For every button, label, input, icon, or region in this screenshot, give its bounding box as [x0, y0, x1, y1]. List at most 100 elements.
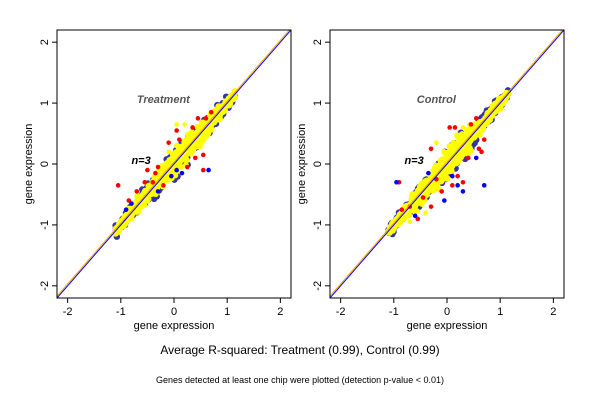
- y-tick-label: 2: [39, 39, 51, 45]
- cloud-point: [411, 191, 418, 198]
- x-tick-label: -2: [63, 306, 73, 318]
- yellow-point: [460, 125, 466, 130]
- blue-point: [450, 173, 455, 179]
- cloud-point: [132, 206, 139, 213]
- red-point: [468, 122, 474, 127]
- cloud-point: [418, 200, 425, 207]
- cloud-point: [164, 161, 171, 168]
- red-point: [142, 179, 148, 185]
- blue-point: [123, 207, 129, 212]
- cloud-point: [413, 208, 420, 215]
- red-point: [126, 198, 132, 203]
- y-axis-label: gene expression: [23, 124, 35, 205]
- x-axis-label: gene expression: [134, 320, 215, 332]
- x-tick-label: 2: [550, 306, 556, 318]
- cloud-point: [157, 170, 164, 177]
- red-point: [439, 189, 444, 194]
- cloud-point: [424, 186, 431, 193]
- blue-point: [206, 167, 211, 173]
- cloud-point: [447, 167, 454, 174]
- yellow-point: [407, 219, 413, 225]
- red-point: [155, 164, 161, 170]
- red-point: [455, 173, 460, 179]
- cloud-point: [385, 229, 392, 236]
- scatter-panel-1: -2 -1 0 1 2 -2 -1 0 1 2 gene expression gene expres…: [23, 29, 292, 332]
- red-point: [460, 179, 466, 185]
- sample-count: n=3: [404, 155, 423, 167]
- red-point: [190, 125, 195, 130]
- red-point: [428, 146, 434, 152]
- cloud-point: [449, 162, 456, 169]
- cloud-point: [463, 143, 470, 150]
- cloud-point: [463, 127, 470, 134]
- y-tick-label: -2: [39, 281, 51, 291]
- x-axis-label: gene expression: [407, 320, 488, 332]
- blue-point: [455, 183, 460, 188]
- cloud-point: [188, 150, 195, 157]
- panel-title: Treatment: [137, 94, 191, 106]
- red-point: [161, 183, 166, 188]
- x-tick-label: 0: [444, 306, 450, 318]
- blue-point: [155, 189, 161, 194]
- red-point: [150, 179, 156, 185]
- blue-point: [179, 170, 185, 176]
- red-point: [174, 128, 179, 133]
- cloud-point: [186, 131, 193, 138]
- blue-point: [394, 179, 399, 185]
- cloud-point: [476, 131, 483, 138]
- red-point: [452, 125, 458, 130]
- red-point: [115, 183, 121, 188]
- y-tick-label: 0: [39, 161, 51, 167]
- blue-point: [174, 167, 179, 173]
- red-point: [447, 125, 452, 130]
- x-tick-label: -2: [336, 306, 346, 318]
- red-point: [166, 140, 171, 145]
- cloud-point: [443, 153, 450, 160]
- red-point: [428, 204, 434, 209]
- detection-note: Genes detected at least one chip were pl…: [156, 375, 444, 385]
- x-tick-label: 1: [224, 306, 230, 318]
- cloud-point: [144, 195, 151, 202]
- scatter-panel-2: -2 -1 0 1 2 -2 -1 0 1 2 gene expression gene expres…: [296, 29, 565, 332]
- red-point: [203, 116, 209, 121]
- identity-line: [57, 30, 291, 298]
- cloud-point: [159, 162, 166, 169]
- y-tick-label: 1: [39, 100, 51, 106]
- blue-point: [481, 183, 487, 188]
- cloud-point: [459, 134, 466, 141]
- red-point: [200, 152, 206, 158]
- y-tick-label: 2: [312, 39, 324, 45]
- blue-point: [169, 173, 174, 179]
- cloud-point: [416, 183, 423, 190]
- red-point: [479, 149, 484, 155]
- red-point: [200, 167, 206, 173]
- cloud-point: [459, 150, 466, 157]
- cloud-point: [444, 175, 451, 182]
- x-tick-label: -1: [116, 306, 126, 318]
- y-tick-label: -1: [39, 220, 51, 230]
- panel-title: Control: [417, 94, 457, 106]
- blue-point: [442, 198, 447, 203]
- yellow-point: [182, 122, 187, 127]
- blue-point: [412, 213, 418, 219]
- blue-point: [460, 189, 466, 194]
- x-tick-label: 1: [497, 306, 503, 318]
- red-point: [473, 116, 479, 121]
- red-point: [465, 155, 471, 161]
- red-point: [153, 170, 158, 176]
- yellow-point: [423, 210, 429, 216]
- cloud-edge-point: [150, 195, 158, 203]
- blue-point: [129, 201, 134, 206]
- cloud-point: [443, 165, 450, 172]
- cloud-point: [182, 154, 189, 161]
- blue-point: [426, 170, 431, 176]
- red-point: [476, 146, 482, 152]
- r-squared-summary: Average R-squared: Treatment (0.99), Con…: [160, 343, 440, 357]
- red-point: [195, 116, 201, 121]
- red-point: [177, 137, 182, 142]
- red-point: [208, 109, 214, 115]
- cloud-point: [433, 181, 440, 188]
- cloud-point: [137, 201, 144, 208]
- y-tick-label: -2: [312, 281, 324, 291]
- red-point: [399, 207, 405, 212]
